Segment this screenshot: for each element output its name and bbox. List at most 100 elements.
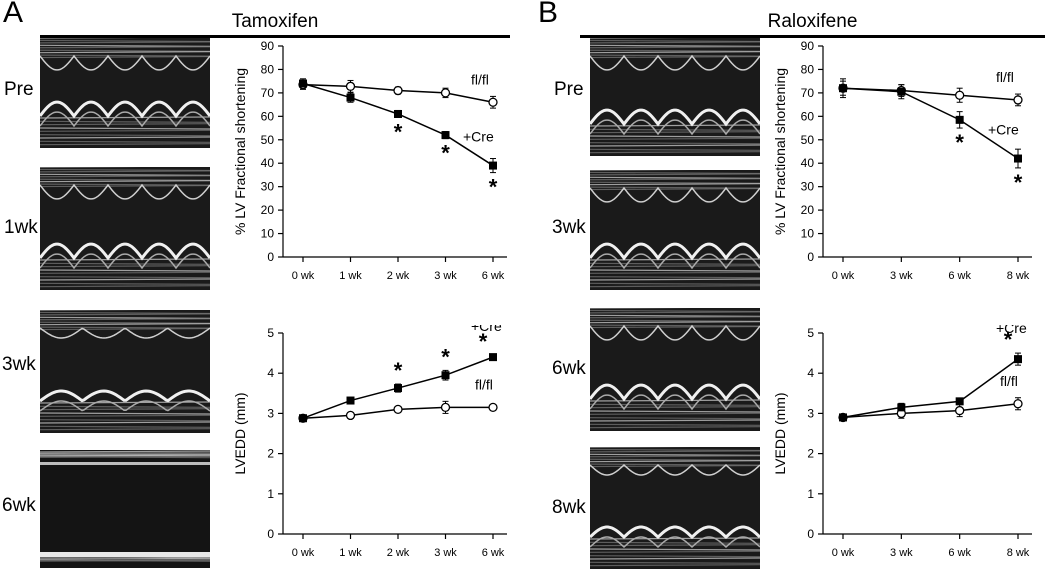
data-point-cre: [955, 397, 964, 406]
x-tick-label: 2 wk: [387, 547, 410, 559]
y-tick-label: 0: [807, 250, 814, 264]
x-tick-label: 2 wk: [387, 270, 410, 282]
series-line: [842, 87, 1019, 160]
series-line: [842, 358, 1019, 419]
echo-label-a-1: 1wk: [4, 217, 38, 238]
data-point-cre: [299, 414, 307, 423]
series-label-flfl: fl/fl: [996, 69, 1014, 85]
series-label-cre: +Cre: [463, 129, 494, 145]
y-tick-label: 60: [801, 109, 815, 123]
data-point-cre: [394, 109, 402, 118]
echo-image-a-3wk: [40, 310, 210, 433]
y-tick-label: 4: [807, 366, 814, 380]
y-axis-label: LVEDD (mm): [232, 392, 248, 474]
echo-label-b-2: 6wk: [552, 358, 586, 379]
x-tick-label: 3 wk: [890, 270, 913, 282]
chart-a-fractional-shortening: 0 10 20 30 40 50 60 70 80 90 0 wk 1 wk 2 wk 3 wk 6 wk%…: [232, 39, 507, 282]
significance-asterisk: *: [394, 120, 403, 145]
echo-label-b-0: Pre: [554, 79, 584, 100]
y-tick-label: 4: [267, 366, 274, 380]
echo-image-a-pre: [40, 38, 210, 148]
y-tick-label: 0: [267, 527, 274, 541]
panel-title-b: Raloxifene: [767, 11, 858, 32]
data-point-flfl: [345, 410, 356, 421]
x-tick-label: 0 wk: [832, 270, 855, 282]
data-point-flfl: [955, 405, 965, 416]
y-tick-label: 70: [261, 86, 275, 100]
series-label-flfl: fl/fl: [475, 376, 493, 392]
data-point-flfl: [393, 404, 403, 415]
y-axis-label: % LV Fractional shortening: [232, 68, 248, 235]
series-label-cre: +Cre: [996, 325, 1027, 336]
chart-a-lvedd: 0 1 2 3 4 5 0 wk 1 wk 2 wk 3 wk 6 wk LVEDD (mm) fl/f…: [232, 325, 507, 559]
x-tick-label: 0 wk: [292, 547, 315, 559]
y-tick-label: 30: [801, 180, 815, 194]
significance-asterisk: *: [1004, 327, 1013, 352]
y-tick-label: 0: [267, 250, 274, 264]
y-tick-label: 50: [801, 133, 815, 147]
y-axis-label: % LV Fractional shortening: [772, 68, 788, 235]
echo-label-a-2: 3wk: [2, 354, 36, 375]
y-tick-label: 90: [261, 39, 275, 53]
significance-asterisk: *: [1014, 170, 1023, 195]
data-point-cre: [1014, 154, 1022, 163]
data-point-cre: [299, 79, 307, 88]
significance-asterisk: *: [441, 344, 450, 369]
data-point-cre: [839, 413, 847, 422]
x-tick-label: 6 wk: [482, 270, 505, 282]
data-point-cre: [955, 115, 964, 124]
significance-asterisk: *: [441, 141, 450, 166]
data-point-flfl: [488, 97, 498, 107]
x-tick-label: 6 wk: [482, 547, 505, 559]
x-tick-label: 3 wk: [890, 547, 913, 559]
data-point-cre: [346, 396, 355, 405]
data-point-flfl: [488, 402, 498, 413]
data-point-cre: [897, 87, 906, 96]
x-tick-label: 3 wk: [434, 270, 457, 282]
x-tick-label: 1 wk: [339, 547, 362, 559]
y-tick-label: 30: [261, 180, 275, 194]
echo-image-a-1wk: [40, 167, 210, 290]
y-tick-label: 80: [801, 62, 815, 76]
panel-letter-a: A: [3, 0, 24, 29]
y-tick-label: 10: [261, 227, 275, 241]
y-tick-label: 20: [801, 203, 815, 217]
y-tick-label: 1: [807, 487, 814, 501]
y-tick-label: 5: [267, 326, 274, 340]
data-point-cre: [489, 353, 497, 362]
chart-b-lvedd: 0 1 2 3 4 5 0 wk 3 wk 6 wk 8 wk LVEDD (mm) fl/fl +Cr…: [772, 325, 1032, 559]
y-tick-label: 0: [807, 527, 814, 541]
series-label-cre: +Cre: [471, 325, 502, 334]
y-tick-label: 70: [801, 86, 815, 100]
x-tick-label: 8 wk: [1007, 547, 1030, 559]
y-axis-label: LVEDD (mm): [772, 392, 788, 474]
data-point-flfl: [955, 90, 965, 100]
echo-label-a-3: 6wk: [2, 495, 36, 516]
data-point-cre: [1014, 355, 1022, 364]
echo-image-a-6wk: [40, 450, 210, 568]
echo-image-b-pre: [590, 38, 760, 156]
panel-rule-a: [40, 35, 510, 38]
echo-image-b-8wk: [590, 447, 760, 569]
x-tick-label: 6 wk: [948, 547, 971, 559]
data-point-flfl: [1013, 399, 1023, 409]
series-label-flfl: fl/fl: [471, 71, 489, 87]
y-tick-label: 80: [261, 62, 275, 76]
y-tick-label: 40: [261, 156, 275, 170]
x-tick-label: 0 wk: [832, 547, 855, 559]
echo-image-b-3wk: [590, 170, 760, 290]
echo-label-b-3: 8wk: [552, 497, 586, 518]
data-point-cre: [441, 131, 450, 140]
series-label-cre: +Cre: [988, 122, 1019, 138]
echo-label-b-1: 3wk: [552, 217, 586, 238]
y-tick-label: 3: [807, 406, 814, 420]
data-point-cre: [839, 84, 847, 93]
panel-title-a: Tamoxifen: [231, 11, 319, 32]
x-tick-label: 1 wk: [339, 270, 362, 282]
y-tick-label: 20: [261, 203, 275, 217]
data-point-cre: [346, 93, 355, 102]
series-label-flfl: fl/fl: [1000, 373, 1018, 389]
series-line: [842, 403, 1019, 419]
significance-asterisk: *: [489, 175, 498, 200]
echo-label-a-0: Pre: [4, 79, 34, 100]
